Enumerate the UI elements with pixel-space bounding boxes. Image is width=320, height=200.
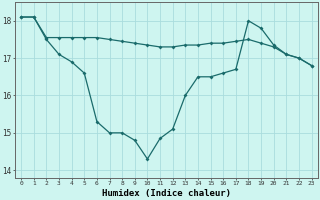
- X-axis label: Humidex (Indice chaleur): Humidex (Indice chaleur): [102, 189, 231, 198]
